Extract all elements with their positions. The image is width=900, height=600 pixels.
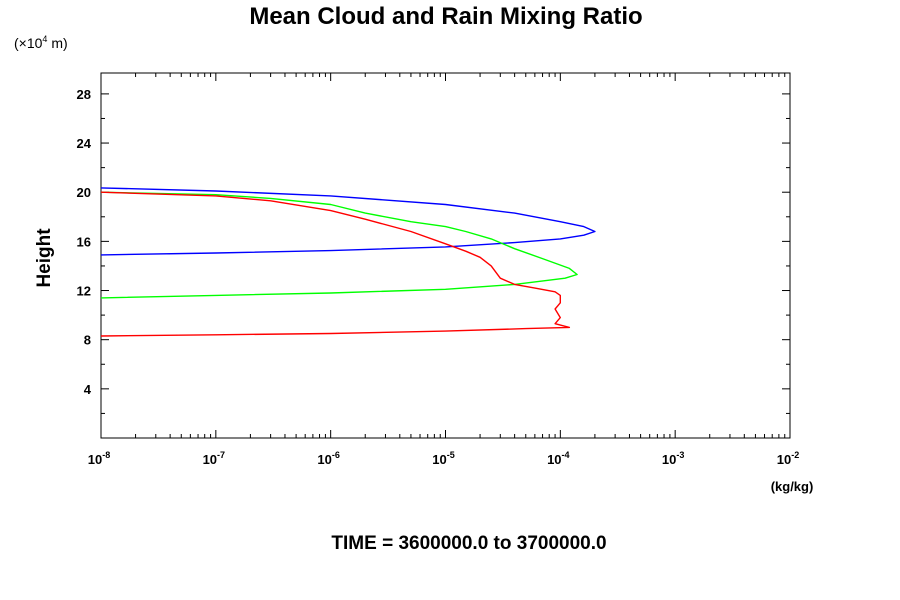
- x-tick-label: 10-5: [432, 450, 454, 467]
- plot-frame: [100, 72, 791, 439]
- x-tick-label: 10-2: [777, 450, 799, 467]
- x-tick-label: 10-3: [662, 450, 684, 467]
- x-tick-label: 10-6: [317, 450, 339, 467]
- series-line-2: [100, 191, 578, 299]
- x-tick-label: 10-8: [88, 450, 110, 467]
- time-range-label: TIME = 3600000.0 to 3700000.0: [331, 533, 606, 554]
- y-tick-label: 4: [84, 382, 92, 397]
- y-axis-label: Height: [34, 228, 55, 288]
- x-tick-label: 10-4: [547, 450, 569, 467]
- y-tick-label: 16: [77, 234, 91, 249]
- y-tick-label: 28: [77, 87, 91, 102]
- axis-ticks: [100, 73, 791, 438]
- series-line-3: [100, 191, 571, 337]
- x-axis-unit-label: (kg/kg): [771, 479, 814, 494]
- y-tick-label: 20: [77, 185, 91, 200]
- y-tick-label: 8: [84, 333, 91, 348]
- x-tick-label: 10-7: [203, 450, 225, 467]
- y-unit-label: (×104 m): [14, 34, 68, 51]
- series-group: [100, 187, 596, 337]
- axis-tick-labels: 4 8 12 16 20 24 28 10-8 10-7 10-6 10-5 10-4 10-3 10-2: [77, 87, 800, 467]
- y-tick-label: 12: [77, 284, 91, 299]
- y-tick-label: 24: [77, 136, 92, 151]
- chart-title: Mean Cloud and Rain Mixing Ratio: [249, 3, 642, 30]
- series-line-1: [100, 187, 596, 256]
